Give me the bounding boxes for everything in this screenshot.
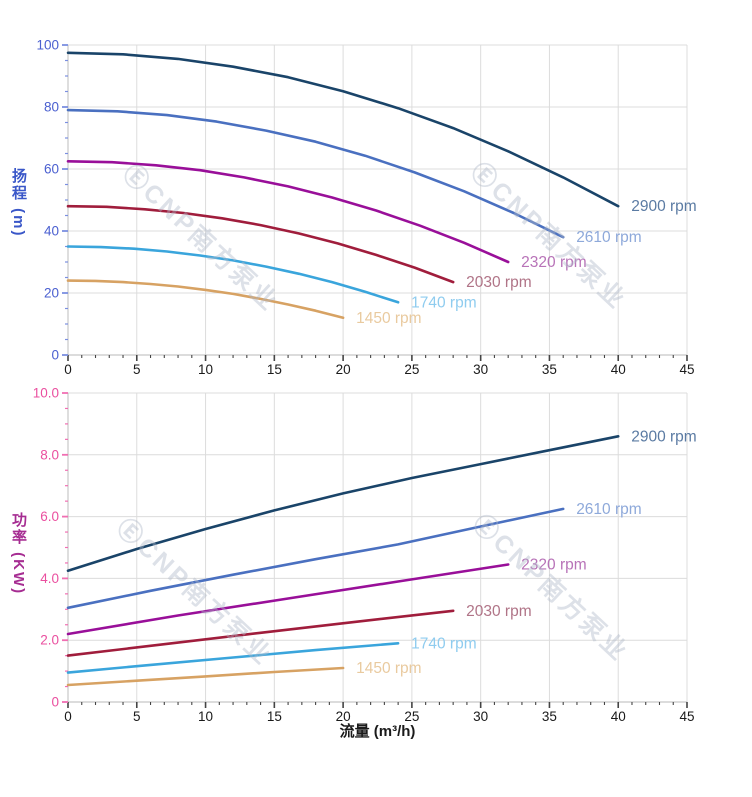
curve-1450-rpm: [66, 666, 345, 687]
curve-2900-rpm: [66, 51, 620, 208]
y-tick-label: 4.0: [40, 571, 59, 586]
curve-2030-rpm: [66, 609, 455, 657]
x-tick-label: 10: [198, 709, 213, 724]
x-tick-label: 45: [679, 709, 694, 724]
x-tick-label: 15: [267, 709, 282, 724]
y-tick-label: 10.0: [33, 386, 59, 401]
curve-2610-rpm: [66, 108, 565, 239]
y-tick-label: 2.0: [40, 633, 59, 648]
curve-label-1740-rpm: 1740 rpm: [411, 294, 476, 311]
curve-2610-rpm: [66, 507, 565, 610]
y-tick-label: 60: [44, 162, 59, 177]
x-tick-label: 35: [542, 709, 557, 724]
y-tick-label: 80: [44, 100, 59, 115]
curve-1740-rpm: [66, 641, 400, 674]
flow-x-axis-title: 流量 (m³/h): [339, 723, 416, 740]
curve-label-2610-rpm: 2610 rpm: [576, 501, 641, 518]
curve-label-2900-rpm: 2900 rpm: [631, 198, 696, 215]
x-tick-label: 30: [473, 709, 488, 724]
curve-1740-rpm: [66, 245, 400, 304]
x-tick-label: 45: [679, 362, 694, 377]
curve-label-2320-rpm: 2320 rpm: [521, 556, 586, 573]
y-tick-label: 6.0: [40, 509, 59, 524]
x-tick-label: 40: [611, 362, 626, 377]
power-y-axis-title: 功率 (KW): [10, 512, 27, 596]
x-tick-label: 0: [64, 709, 72, 724]
x-tick-label: 20: [336, 362, 351, 377]
x-tick-label: 35: [542, 362, 557, 377]
y-tick-label: 20: [44, 286, 59, 301]
curve-1450-rpm: [66, 279, 345, 320]
y-tick-label: 100: [36, 38, 59, 53]
x-tick-label: 40: [611, 709, 626, 724]
curve-label-2320-rpm: 2320 rpm: [521, 254, 586, 271]
curve-label-1450-rpm: 1450 rpm: [356, 310, 421, 327]
curve-label-1450-rpm: 1450 rpm: [356, 660, 421, 677]
curve-label-2900-rpm: 2900 rpm: [631, 428, 696, 445]
curve-label-1740-rpm: 1740 rpm: [411, 635, 476, 652]
x-tick-label: 25: [404, 362, 419, 377]
y-tick-label: 0: [51, 695, 59, 710]
x-tick-label: 5: [133, 362, 141, 377]
curve-2320-rpm: [66, 160, 510, 264]
curve-2900-rpm: [66, 434, 620, 573]
x-tick-label: 15: [267, 362, 282, 377]
x-tick-label: 0: [64, 362, 72, 377]
head-y-axis-title: 扬程 (m): [10, 168, 27, 238]
x-tick-label: 25: [404, 709, 419, 724]
curve-2030-rpm: [66, 204, 455, 284]
y-tick-label: 0: [51, 348, 59, 363]
x-tick-label: 10: [198, 362, 213, 377]
y-tick-label: 40: [44, 224, 59, 239]
x-tick-label: 20: [336, 709, 351, 724]
curve-2320-rpm: [66, 563, 510, 636]
x-tick-label: 30: [473, 362, 488, 377]
x-tick-label: 5: [133, 709, 141, 724]
curve-label-2030-rpm: 2030 rpm: [466, 603, 531, 620]
y-tick-label: 8.0: [40, 447, 59, 462]
curve-label-2030-rpm: 2030 rpm: [466, 274, 531, 291]
curve-label-2610-rpm: 2610 rpm: [576, 229, 641, 246]
